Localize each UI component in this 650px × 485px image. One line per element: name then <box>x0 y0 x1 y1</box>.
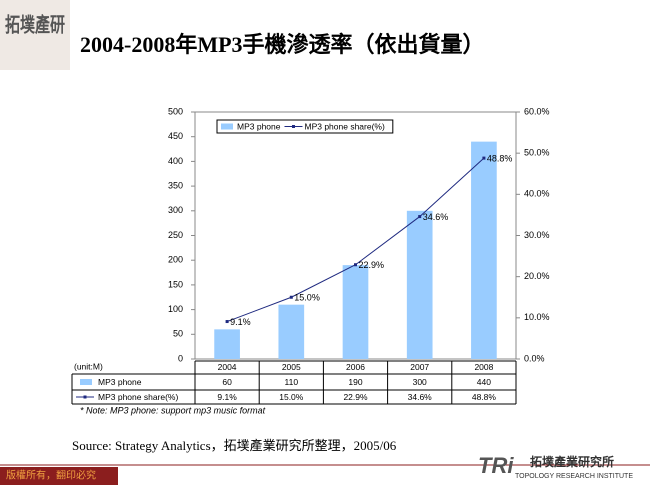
logo-bg <box>0 0 70 70</box>
marker <box>418 215 422 219</box>
marker <box>225 320 229 324</box>
table-row-label: MP3 phone share(%) <box>98 392 178 402</box>
y-tick-label: 500 <box>168 106 183 116</box>
brand-name: 拓墣產業研究所 <box>530 454 614 469</box>
table-cell: 34.6% <box>408 392 433 402</box>
data-label: 22.9% <box>359 260 385 270</box>
table-cell: 15.0% <box>279 392 304 402</box>
legend-key <box>83 395 87 399</box>
legend-key <box>291 125 295 128</box>
data-label: 9.1% <box>230 317 251 327</box>
y2-tick-label: 0.0% <box>524 353 545 363</box>
legend-label: MP3 phone share(%) <box>304 121 384 131</box>
bar <box>278 304 305 359</box>
legend <box>216 119 394 134</box>
marker <box>354 263 357 267</box>
y-tick-label: 300 <box>168 205 183 215</box>
y-tick-label: 200 <box>168 255 183 265</box>
y-tick-label: 0 <box>178 353 183 363</box>
y-tick-label: 50 <box>173 329 183 339</box>
chart-title: 2004-2008年MP3手機滲透率（依出貨量） <box>80 32 485 57</box>
marker <box>289 295 293 299</box>
y2-tick-label: 40.0% <box>524 189 550 199</box>
table-cell: 190 <box>348 377 362 387</box>
footer-band <box>0 467 118 485</box>
data-label: 48.8% <box>487 153 513 163</box>
note: * Note: MP3 phone: support mp3 music for… <box>80 405 266 415</box>
x-tick-label: 2005 <box>282 362 301 372</box>
plot-area <box>194 111 517 360</box>
y2-tick-label: 50.0% <box>524 148 550 158</box>
y-tick-label: 100 <box>168 304 183 314</box>
y-tick-label: 250 <box>168 230 183 240</box>
x-tick-label: 2007 <box>410 362 429 372</box>
y2-tick-label: 60.0% <box>524 106 550 116</box>
copyright: 版權所有，翻印必究 <box>6 469 96 482</box>
x-tick-label: 2004 <box>218 362 237 372</box>
legend-key <box>221 123 233 130</box>
y-tick-label: 350 <box>168 180 183 190</box>
bar <box>471 141 497 359</box>
table-row-label: MP3 phone <box>98 377 142 387</box>
unit-label: (unit:M) <box>74 361 103 371</box>
y2-tick-label: 10.0% <box>524 312 550 322</box>
y-tick-label: 450 <box>168 131 183 141</box>
table-cell: 48.8% <box>472 392 497 402</box>
y2-tick-label: 20.0% <box>524 271 550 281</box>
table-cell: 440 <box>477 377 491 387</box>
table-cell: 22.9% <box>343 392 368 402</box>
y-tick-label: 400 <box>168 156 183 166</box>
brand-english: TOPOLOGY RESEARCH INSTITUTE <box>515 473 633 480</box>
table-cell: 9.1% <box>217 392 237 402</box>
y-tick-label: 150 <box>168 279 183 289</box>
x-tick-label: 2006 <box>346 362 365 372</box>
x-tick-label: 2008 <box>474 362 493 372</box>
data-label: 34.6% <box>423 212 449 222</box>
table-cell: 60 <box>222 377 232 387</box>
bar <box>342 265 369 359</box>
table-cell: 110 <box>285 377 299 387</box>
legend-label: MP3 phone <box>237 121 281 131</box>
table-cell: 300 <box>413 377 427 387</box>
logo: 拓墣產研 <box>5 13 65 37</box>
brand: TRi <box>478 453 514 478</box>
bar <box>214 329 240 359</box>
legend-key <box>80 379 92 385</box>
marker <box>482 156 486 160</box>
source: Source: Strategy Analytics，拓墣產業研究所整理，200… <box>72 438 397 453</box>
y2-tick-label: 30.0% <box>524 230 550 240</box>
bar <box>406 210 433 359</box>
data-label: 15.0% <box>294 293 320 303</box>
